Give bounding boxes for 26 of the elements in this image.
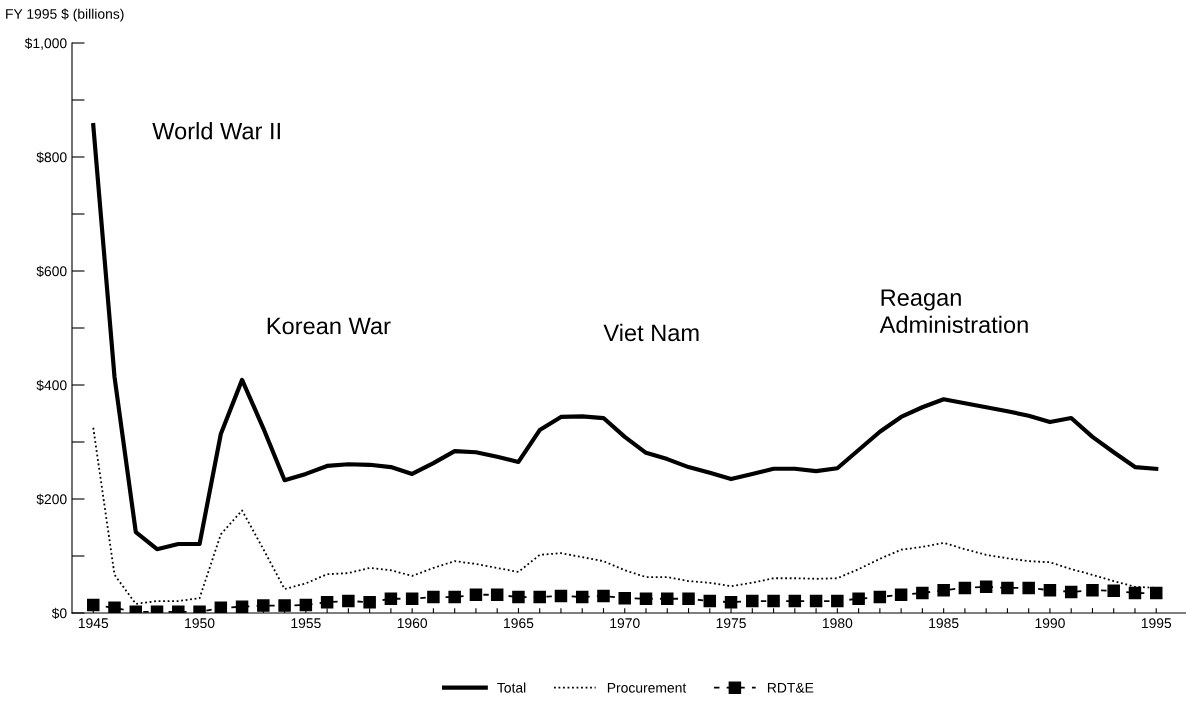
- legend-label: Total: [497, 682, 526, 693]
- x-tick-label: 1955: [291, 618, 321, 629]
- x-tick-label: 1985: [929, 618, 959, 629]
- y-tick-label: $200: [36, 493, 67, 505]
- x-tick-label: 1975: [716, 618, 746, 629]
- x-tick-label: 1970: [610, 618, 640, 629]
- x-tick-label: 1945: [78, 618, 109, 629]
- y-tick-label: $1,000: [24, 37, 67, 50]
- x-tick-label: 1960: [397, 618, 428, 629]
- x-tick-label: 1950: [185, 618, 215, 629]
- y-tick-label: $600: [36, 265, 67, 277]
- annotation: World War II: [152, 122, 280, 140]
- y-tick-label: $800: [36, 151, 67, 163]
- y-tick-label: $400: [36, 379, 67, 391]
- legend-label: Procurement: [607, 683, 687, 693]
- x-tick-label: 1995: [1141, 618, 1172, 629]
- annotation: Viet Nam: [603, 323, 699, 342]
- annotation: Reagan Administration: [879, 289, 1028, 334]
- legend-label: RDT&E: [767, 682, 814, 693]
- line-series: [91, 122, 1159, 552]
- y-axis-title: FY 1995 $ (billions): [6, 8, 124, 22]
- x-tick-label: 1965: [504, 618, 534, 629]
- y-tick-label: $0: [51, 607, 67, 619]
- x-tick-label: 1990: [1035, 618, 1065, 629]
- annotation: Korean War: [267, 317, 391, 335]
- x-tick-label: 1980: [822, 618, 853, 629]
